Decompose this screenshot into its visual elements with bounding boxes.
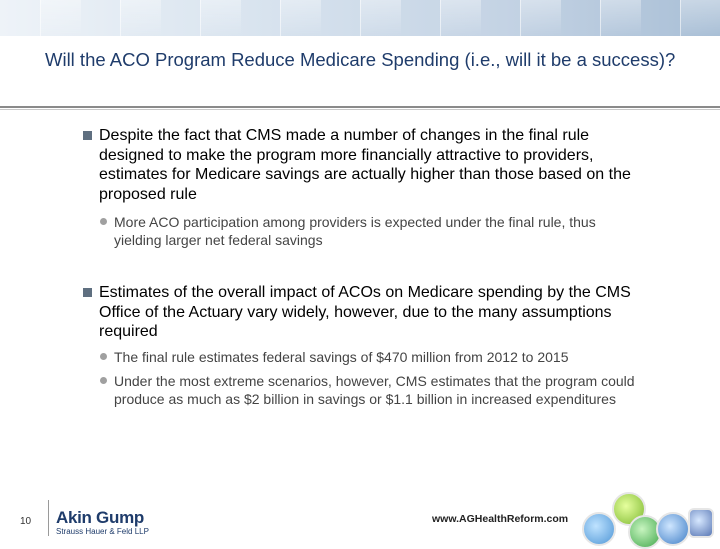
top-banner (0, 0, 720, 36)
banner-tile (600, 0, 641, 36)
page-number: 10 (20, 516, 32, 527)
company-logo: Akin Gump (56, 508, 144, 527)
dot-bullet-icon (100, 377, 107, 384)
dot-bullet-icon (100, 218, 107, 225)
banner-tile (440, 0, 481, 36)
caduceus-icon (688, 508, 714, 538)
banner-tile (120, 0, 161, 36)
title-divider-thin (0, 109, 720, 110)
square-bullet-icon (83, 131, 92, 140)
bullet-1-text: Despite the fact that CMS made a number … (99, 127, 631, 203)
bullet-2: Estimates of the overall impact of ACOs … (83, 283, 643, 342)
banner-tile (520, 0, 561, 36)
medical-badge-icon (656, 512, 690, 546)
title-block: Will the ACO Program Reduce Medicare Spe… (0, 36, 720, 106)
bullet-2-sub-2: Under the most extreme scenarios, howeve… (100, 372, 645, 408)
bullet-2-sub-1: The final rule estimates federal savings… (100, 348, 645, 366)
footer-divider (48, 500, 49, 536)
banner-tile (40, 0, 81, 36)
square-bullet-icon (83, 288, 92, 297)
dot-bullet-icon (100, 353, 107, 360)
bullet-2-sub-2-text: Under the most extreme scenarios, howeve… (114, 373, 635, 407)
banner-tile (200, 0, 241, 36)
slide-title: Will the ACO Program Reduce Medicare Spe… (45, 49, 676, 70)
globe-icon (582, 512, 616, 546)
title-divider (0, 106, 720, 108)
bullet-2-text: Estimates of the overall impact of ACOs … (99, 284, 631, 340)
bullet-2-sub-1-text: The final rule estimates federal savings… (114, 349, 569, 365)
banner-tile (680, 0, 720, 36)
website-url: www.AGHealthReform.com (432, 513, 569, 525)
banner-tile (360, 0, 401, 36)
bullet-1: Despite the fact that CMS made a number … (83, 126, 643, 204)
banner-tile (280, 0, 321, 36)
bullet-1-sub-1: More ACO participation among providers i… (100, 213, 645, 249)
bullet-1-sub-1-text: More ACO participation among providers i… (114, 214, 596, 248)
company-logo-subtitle: Strauss Hauer & Feld LLP (56, 527, 149, 536)
